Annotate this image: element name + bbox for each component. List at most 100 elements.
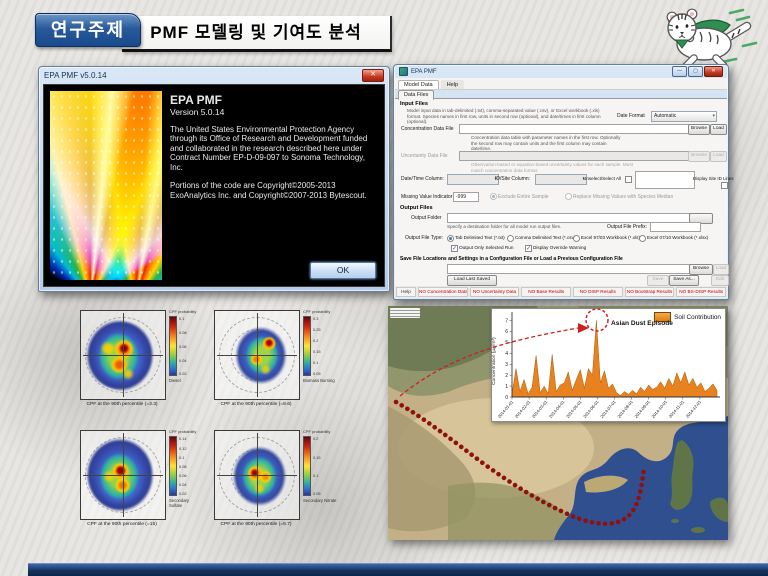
status-no-bootstrap-results: NO Bootstrap Results — [624, 287, 675, 297]
uncertainty-load-button[interactable]: Load — [710, 151, 727, 162]
svg-text:2014-03-01: 2014-03-01 — [531, 399, 549, 419]
concentration-browse-button[interactable]: Browse — [688, 124, 710, 135]
concentration-load-button[interactable]: Load — [710, 124, 727, 135]
edit-button[interactable]: Edit — [711, 275, 729, 286]
type-xls-label: Excel 97/03 Workbook (*.xls) — [581, 235, 640, 240]
unselect-all-checkbox[interactable] — [625, 176, 632, 183]
window-controls: — ▢ ✕ — [672, 66, 723, 77]
tab-data-files[interactable]: Data Files — [398, 90, 435, 100]
date-format-dropdown[interactable]: Automatic — [651, 111, 717, 122]
cpf-caption-biomass: CPF at the 90th percentile (=8.6) — [220, 402, 292, 407]
concentration-file-input[interactable] — [459, 124, 691, 134]
output-selected-run-checkbox[interactable] — [451, 245, 458, 252]
datetime-column-dropdown[interactable] — [447, 174, 499, 185]
save-as-button[interactable]: Save As... — [669, 275, 699, 286]
svg-text:2014-07-01: 2014-07-01 — [599, 399, 617, 419]
svg-text:2014-09-01: 2014-09-01 — [633, 399, 651, 419]
status-help[interactable]: Help — [396, 287, 416, 297]
splash-close-button[interactable]: ✕ — [362, 68, 384, 82]
cpf-plots-panel: CPF probability 0.1 0.08 0.06 0.04 0.02 Dies… — [68, 300, 354, 552]
svg-text:2: 2 — [505, 373, 508, 379]
pmf-window-title: EPA PMF — [411, 68, 437, 75]
svg-text:2014-01-01: 2014-01-01 — [497, 399, 515, 419]
svg-text:2014-04-01: 2014-04-01 — [548, 399, 566, 419]
site-list-box[interactable] — [635, 171, 695, 189]
input-files-description: Model input data in tab-delimited (.txt)… — [407, 108, 601, 124]
status-no-base-results: NO Base Results — [521, 287, 572, 297]
splash-window: EPA PMF v5.0.14 ✕ EPA PMF Version 5.0.14… — [38, 66, 390, 292]
splash-version: Version 5.0.14 — [170, 107, 225, 117]
concentration-file-description: Concentration data table with parameter … — [471, 135, 621, 151]
svg-text:2014-05-01: 2014-05-01 — [565, 399, 583, 419]
status-no-bsdisp-results: NO BS-DISP Results — [676, 287, 727, 297]
cpf-plot-nitrate — [214, 430, 300, 520]
colorbar-gradient — [303, 316, 311, 377]
splash-paragraph-copyright: Portions of the code are Copyright©2005-… — [170, 181, 367, 200]
config-heading: Save File Locations and Settings in a Co… — [400, 256, 623, 262]
config-load-button[interactable]: Load — [713, 264, 729, 275]
cpf-plot-biomass — [214, 310, 300, 400]
concentration-file-label: Concentration Data File — [401, 126, 454, 132]
topic-label: 연구주제 — [35, 13, 141, 47]
splash-window-title: EPA PMF v5.0.14 — [44, 70, 107, 80]
output-prefix-input[interactable] — [650, 222, 701, 232]
factor-label-sulfate: Secondary Sulfate — [169, 498, 190, 509]
missing-value-label: Missing Value Indicator — [401, 194, 453, 200]
menu-model-data[interactable]: Model Data — [398, 80, 439, 89]
exclude-sample-radio[interactable] — [490, 193, 497, 200]
colorbar-ticks: 0.2 0.15 0.1 0.05 — [313, 436, 321, 497]
status-no-disp-results: NO DISP Results — [573, 287, 623, 297]
override-warning-checkbox[interactable] — [525, 245, 532, 252]
factor-label-biomass: Biomass Burning — [303, 378, 335, 384]
menu-help[interactable]: Help — [440, 80, 465, 89]
type-xls-radio[interactable] — [573, 235, 580, 242]
legend-label: Soil Contribution — [674, 313, 721, 321]
data-files-panel: Input Files Model input data in tab-deli… — [395, 98, 734, 298]
type-xlsx-radio[interactable] — [639, 235, 646, 242]
status-no-concentration-data: NO Concentration Data — [418, 287, 468, 297]
load-last-saved-button[interactable]: Load Last Saved — [447, 275, 497, 286]
colorbar-sulfate: CPF probability 0.14 0.12 0.1 0.08 0.06 0.04 0… — [169, 429, 203, 509]
type-tab-radio[interactable] — [447, 235, 454, 242]
uncertainty-browse-button[interactable]: Browse — [688, 151, 710, 162]
display-site-id-checkbox[interactable] — [721, 182, 728, 189]
output-folder-label: Output Folder — [411, 215, 442, 221]
svg-text:5: 5 — [505, 340, 508, 346]
soil-contribution-area — [511, 320, 718, 398]
save-button[interactable]: Save — [647, 275, 669, 286]
cpf-plot-diesel — [80, 310, 166, 400]
colorbar-ticks: 0.14 0.12 0.1 0.08 0.06 0.04 0.02 — [179, 436, 187, 497]
exclude-sample-label: Exclude Entire Sample — [498, 194, 549, 200]
type-csv-label: Comma Delimited Text (*.csv) — [515, 235, 576, 240]
type-tab-label: Tab Delimited Text (*.txt) — [455, 235, 505, 240]
soil-contribution-inset-chart: Soil Contribution Asian Dust Episode Con… — [491, 308, 726, 422]
maximize-button[interactable]: ▢ — [688, 66, 703, 77]
menu-bar: Model Data Help — [395, 78, 727, 90]
status-no-uncertainty-data: NO Uncertainty Data — [469, 287, 520, 297]
svg-text:6: 6 — [505, 329, 508, 335]
config-file-input[interactable] — [447, 264, 691, 274]
svg-text:7: 7 — [505, 318, 508, 324]
splash-artwork-image — [50, 91, 162, 280]
idsite-column-dropdown[interactable] — [535, 174, 587, 185]
datetime-column-label: Date/Time Column: — [401, 176, 444, 182]
uncertainty-file-input[interactable] — [459, 151, 691, 161]
factor-label-nitrate: Secondary Nitrate — [303, 498, 337, 504]
config-browse-button[interactable]: Browse — [689, 264, 713, 275]
close-button[interactable]: ✕ — [704, 66, 723, 77]
svg-text:1: 1 — [505, 384, 508, 390]
output-folder-browse-button[interactable] — [689, 213, 713, 224]
colorbar-gradient — [169, 316, 177, 377]
minimize-button[interactable]: — — [672, 66, 687, 77]
replace-missing-radio[interactable] — [565, 193, 572, 200]
svg-text:2014-06-01: 2014-06-01 — [582, 399, 600, 419]
svg-text:3: 3 — [505, 362, 508, 368]
missing-value-input[interactable]: -999 — [453, 192, 479, 202]
type-csv-radio[interactable] — [507, 235, 514, 242]
svg-text:2014-12-01: 2014-12-01 — [685, 399, 703, 419]
date-format-label: Date Format — [617, 113, 645, 119]
colorbar-gradient — [169, 436, 177, 497]
ok-button[interactable]: OK — [310, 262, 376, 279]
